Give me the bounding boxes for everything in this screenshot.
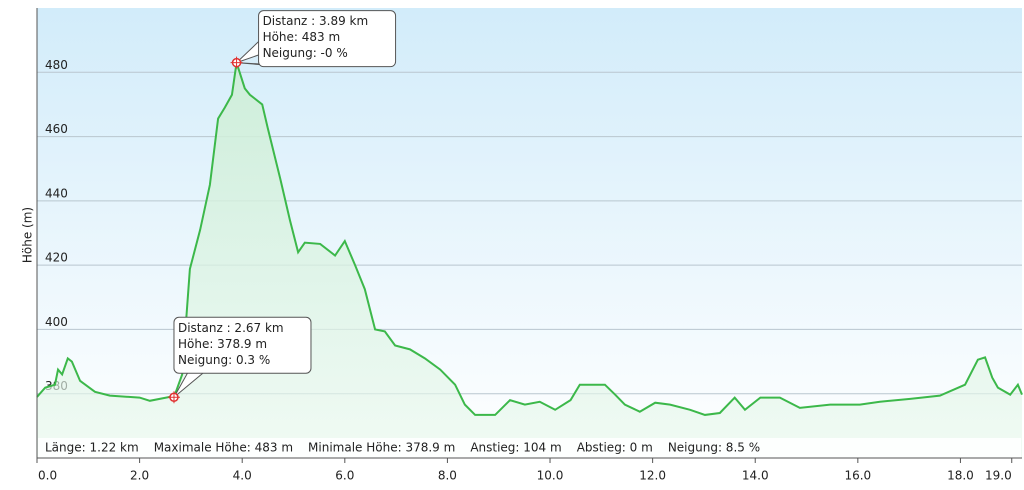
y-tick-label: 460 bbox=[45, 122, 68, 136]
x-tick-label: 14.0 bbox=[742, 469, 769, 483]
x-tick-label: 18.0 bbox=[947, 469, 974, 483]
x-tick-label: 0.0 bbox=[38, 469, 57, 483]
tooltip-box bbox=[173, 316, 312, 374]
tooltip-text: Höhe: 483 m bbox=[263, 30, 341, 44]
tooltip-text: Distanz : 2.67 km bbox=[178, 321, 284, 335]
tooltip-text: Neigung: 0.3 % bbox=[178, 353, 270, 367]
stats-band bbox=[38, 438, 1021, 458]
x-tick-label: 12.0 bbox=[639, 469, 666, 483]
stat-text: Neigung: 8.5 % bbox=[668, 441, 760, 455]
tooltip: Distanz : 3.89 km Höhe: 483 m Neigung: -0 … bbox=[236, 10, 397, 68]
y-tick-label: 480 bbox=[45, 58, 68, 72]
tooltip: Distanz : 2.67 km Höhe: 378.9 m Neigung: 0… bbox=[173, 316, 312, 398]
stat-text: Maximale Höhe: 483 m bbox=[154, 441, 293, 455]
x-tick-label: 10.0 bbox=[537, 469, 564, 483]
y-axis-label: Höhe (m) bbox=[21, 207, 35, 263]
tooltip-text: Neigung: -0 % bbox=[263, 46, 348, 60]
x-tick-label: 6.0 bbox=[335, 469, 354, 483]
x-tick-label: 4.0 bbox=[233, 469, 252, 483]
y-tick-label: 420 bbox=[45, 251, 68, 265]
y-tick-label: 400 bbox=[45, 315, 68, 329]
x-tick-label: 2.0 bbox=[130, 469, 149, 483]
stat-text: Anstieg: 104 m bbox=[470, 441, 561, 455]
tooltip-box bbox=[258, 10, 397, 68]
stat-text: Abstieg: 0 m bbox=[577, 441, 653, 455]
y-tick-label: 440 bbox=[45, 186, 68, 200]
x-tick-label: 19.0 bbox=[985, 469, 1012, 483]
stat-text: Minimale Höhe: 378.9 m bbox=[308, 441, 455, 455]
stat-text: Länge: 1.22 km bbox=[45, 441, 139, 455]
tooltip-text: Höhe: 378.9 m bbox=[178, 337, 267, 351]
x-tick-label: 8.0 bbox=[438, 469, 457, 483]
tooltip-text: Distanz : 3.89 km bbox=[263, 14, 369, 28]
x-tick-label: 16.0 bbox=[844, 469, 871, 483]
